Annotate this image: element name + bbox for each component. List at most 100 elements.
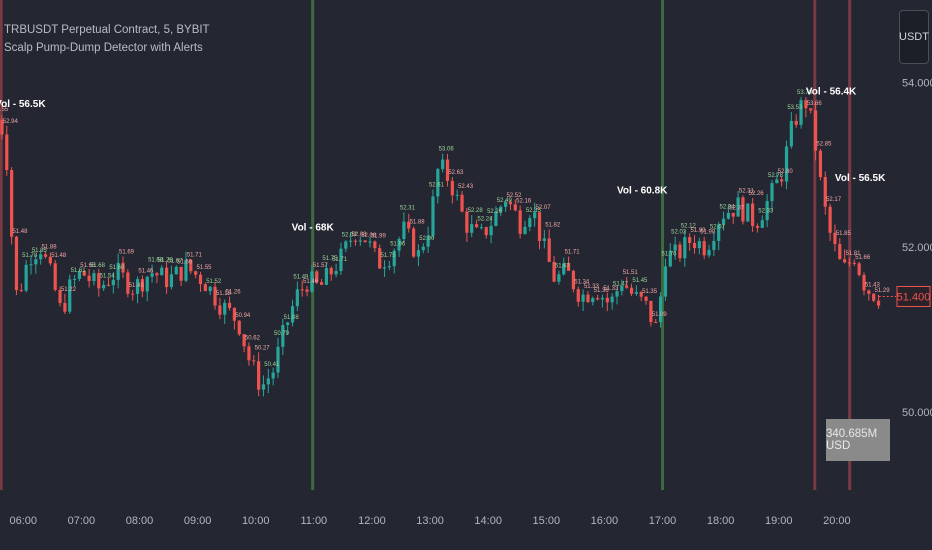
indicator-title[interactable]: Scalp Pump-Dump Detector with Alerts (4, 42, 203, 54)
candle-body (799, 100, 803, 125)
candle-value-label: 51.71 (565, 249, 581, 255)
candle-body (131, 293, 135, 295)
candle-body (775, 179, 779, 184)
candle-value-label: 51.90 (700, 230, 716, 236)
candle-body (789, 120, 793, 147)
candle-body (329, 268, 333, 275)
x-axis: 06:00 07:00 08:00 09:00 10:00 11:00 12:00 13:00… (9, 515, 850, 527)
x-tick-label: 16:00 (591, 515, 619, 527)
candle-body (513, 204, 517, 211)
candle-body (600, 297, 605, 300)
candle-body (586, 294, 590, 303)
candle-body (867, 290, 871, 294)
candle-body (852, 262, 856, 264)
candle-body (523, 226, 527, 234)
candle-body (625, 285, 629, 288)
candle-body (847, 262, 852, 264)
candle-value-label: 52.37 (729, 206, 745, 212)
candle-body (668, 250, 672, 267)
candle-body (634, 292, 638, 294)
candle-value-label: 53.78 (797, 90, 813, 96)
candle-body (77, 270, 82, 279)
candle-body (208, 286, 212, 292)
x-tick-label: 15:00 (533, 515, 561, 527)
candle-body (605, 297, 609, 303)
candle-body (218, 305, 222, 315)
candle-body (504, 202, 508, 207)
candle-body (436, 169, 440, 197)
y-tick-label: 52.000 (902, 242, 932, 254)
candle-body (160, 267, 164, 276)
candle-body (140, 279, 144, 292)
candle-body (843, 259, 847, 263)
x-tick-label: 06:00 (9, 515, 37, 527)
candle-body (663, 266, 668, 297)
candle-body (421, 246, 425, 251)
candle-body (121, 262, 125, 273)
candle-body (247, 346, 251, 361)
candle-body (494, 211, 498, 226)
candle-body (688, 237, 692, 243)
candle-body (581, 294, 585, 302)
candle-value-label: 50.94 (235, 313, 251, 319)
candle-body (683, 237, 687, 259)
volume-readout: 340.685M USD (826, 419, 890, 461)
candle-value-label: 50.41 (264, 362, 280, 368)
candle-body (97, 273, 101, 289)
candle-body (257, 361, 261, 390)
currency-button[interactable]: USDT (899, 10, 929, 64)
candle-value-label: 51.34 (574, 280, 590, 286)
candle-value-label: 51.61 (71, 268, 87, 274)
candle-body (358, 240, 362, 242)
candle-body (644, 296, 648, 301)
candle-body (295, 289, 299, 307)
candle-value-label: 51.99 (371, 233, 387, 239)
candle-body (179, 266, 183, 281)
candle-body (165, 267, 169, 288)
candle-value-label: 51.43 (865, 282, 881, 288)
candle-body (431, 196, 435, 236)
candle-value-label: 51.85 (32, 248, 48, 254)
candle-body (780, 179, 784, 182)
x-tick-label: 19:00 (765, 515, 793, 527)
candle-body (649, 300, 653, 323)
candle-body (736, 197, 740, 217)
candle-body (252, 360, 256, 362)
candle-body (58, 289, 62, 303)
candle-body (712, 240, 716, 250)
candle-body (658, 296, 663, 323)
candle-value-label: 53.06 (439, 147, 455, 153)
candle-body (102, 284, 106, 289)
candle-body (654, 322, 658, 324)
candle-body (615, 291, 619, 297)
candle-body (828, 206, 832, 233)
candle-body (232, 307, 237, 321)
symbol-title: TRBUSDT Perpetual Contract, 5, BYBIT (4, 24, 210, 36)
candle-body (29, 264, 33, 266)
y-tick-label: 54.000 (902, 77, 932, 89)
candle-body (697, 241, 701, 249)
candle-body (760, 220, 764, 228)
candle-body (809, 108, 813, 111)
candle-body (39, 254, 43, 260)
candle-value-label: 50.62 (245, 336, 261, 342)
candle-body (281, 324, 285, 347)
candle-value-label: 53.53 (787, 105, 803, 111)
candle-body (857, 263, 861, 275)
y-axis: 54.000 52.000 50.000 (902, 77, 932, 418)
candle-value-label: 51.09 (652, 312, 668, 318)
candle-body (126, 272, 130, 294)
candle-body (876, 300, 881, 306)
candle-value-label: 50.79 (274, 331, 290, 337)
candle-value-label: 52.33 (758, 208, 774, 214)
candle-body (741, 197, 745, 222)
candle-body (53, 263, 57, 290)
candle-value-label: 51.51 (623, 270, 639, 276)
candle-body (237, 320, 241, 335)
candle-value-label: 51.71 (187, 253, 203, 259)
x-tick-label: 09:00 (184, 515, 212, 527)
candle-body (319, 282, 324, 285)
last-price-label: 51.400 (897, 291, 931, 303)
candle-body (373, 241, 377, 249)
candle-body (92, 273, 96, 282)
